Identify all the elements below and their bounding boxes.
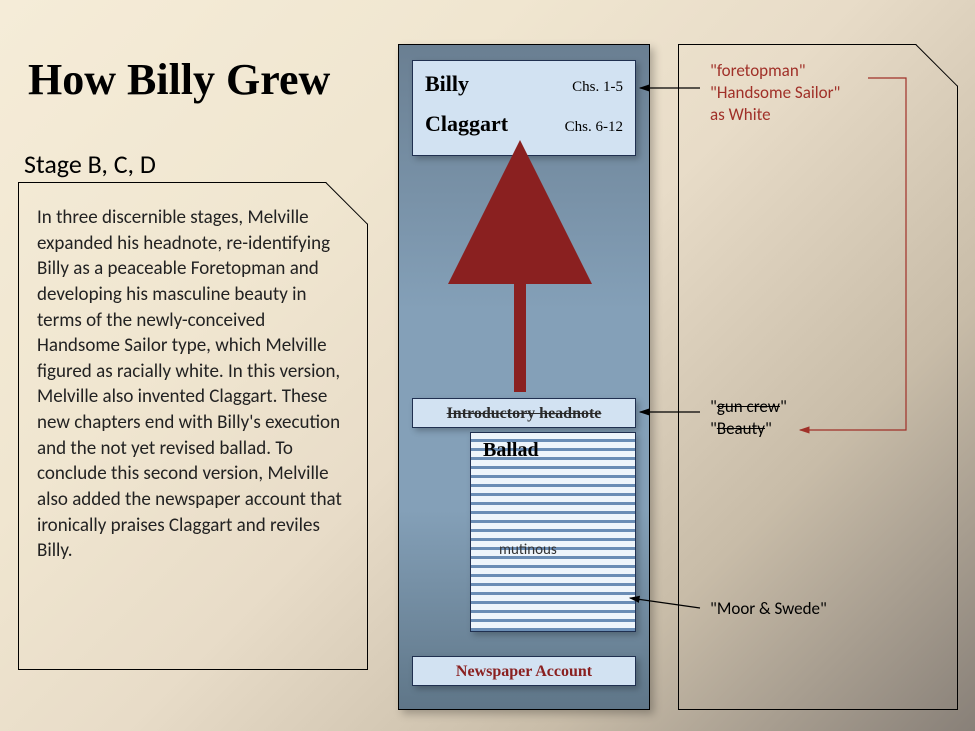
page-title: How Billy Grew [28,54,330,105]
chapter-range: Chs. 1-5 [572,79,623,96]
chapters-box: Billy Chs. 1-5 Claggart Chs. 6-12 [412,60,636,156]
newspaper-box: Newspaper Account [412,656,636,686]
annotation-bottom: "Moor & Swede" [710,598,827,619]
chapter-row-claggart: Claggart Chs. 6-12 [425,111,623,137]
ballad-title: Ballad [483,439,539,462]
description-body: In three discernible stages, Melville ex… [37,205,349,564]
description-panel: In three discernible stages, Melville ex… [18,182,368,670]
annotation-mid: "gun crew" "Beauty" [710,396,787,440]
annotation-top: "foretopman" "Handsome Sailor" as White [710,60,840,126]
annotation-line: "Beauty" [710,418,787,440]
annotation-line: "foretopman" [710,60,840,82]
annotation-line: as White [710,104,840,126]
annotation-line: "Handsome Sailor" [710,82,840,104]
chapter-name: Claggart [425,111,508,137]
chapter-range: Chs. 6-12 [565,119,623,136]
ballad-word: mutinous [499,541,557,559]
headnote-box: Introductory headnote [412,398,636,428]
chapter-name: Billy [425,71,469,97]
annotation-line: "Moor & Swede" [710,598,827,619]
annotation-line: "gun crew" [710,396,787,418]
chapter-row-billy: Billy Chs. 1-5 [425,71,623,97]
stage-subtitle: Stage B, C, D [24,148,156,180]
ballad-box: Ballad mutinous [470,432,636,632]
